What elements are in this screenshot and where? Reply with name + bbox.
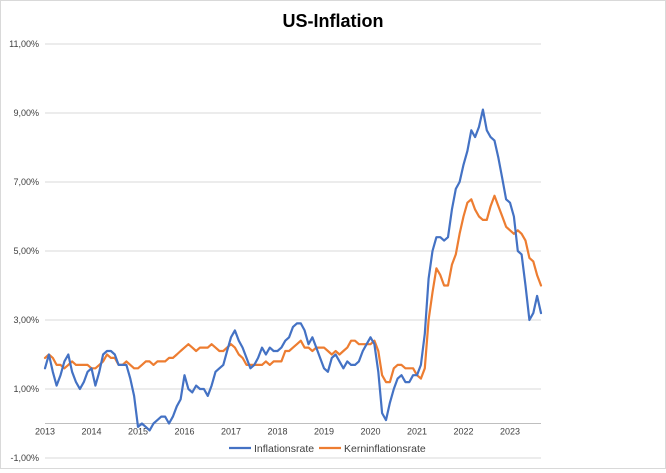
x-axis-tick-labels: 2013 2014 2015 2016 2017 2018 2019 2020 2021 2022… — [35, 427, 520, 437]
x-tick-label: 2017 — [221, 427, 241, 437]
x-tick-label: 2014 — [81, 427, 101, 437]
chart-title: US-Inflation — [283, 11, 384, 31]
x-tick-label: 2020 — [360, 427, 380, 437]
y-tick-label: 9,00% — [13, 108, 39, 118]
x-tick-label: 2015 — [128, 427, 148, 437]
series-line-inflationsrate — [43, 108, 543, 432]
legend: Inflationsrate Kerninflationsrate — [229, 443, 426, 455]
legend-label: Inflationsrate — [254, 443, 314, 455]
legend-label: Kerninflationsrate — [344, 443, 426, 455]
y-tick-label: 5,00% — [13, 246, 39, 256]
x-tick-label: 2022 — [453, 427, 473, 437]
y-tick-label: 1,00% — [13, 384, 39, 394]
x-tick-label: 2016 — [174, 427, 194, 437]
gridlines — [45, 43, 541, 459]
x-tick-label: 2018 — [267, 427, 287, 437]
x-tick-label: 2023 — [500, 427, 520, 437]
y-tick-label: 3,00% — [13, 315, 39, 325]
x-tick-label: 2019 — [314, 427, 334, 437]
y-tick-label: -1,00% — [10, 453, 39, 463]
x-tick-label: 2013 — [35, 427, 55, 437]
y-tick-label: 11,00% — [9, 39, 39, 49]
y-axis-tick-labels: -1,00% 1,00% 3,00% 5,00% 7,00% 9,00% 11,00% — [9, 39, 39, 463]
x-tick-label: 2021 — [407, 427, 427, 437]
y-tick-label: 7,00% — [13, 177, 39, 187]
series-lines — [43, 108, 543, 432]
series-line-kerninflationsrate — [43, 194, 543, 384]
